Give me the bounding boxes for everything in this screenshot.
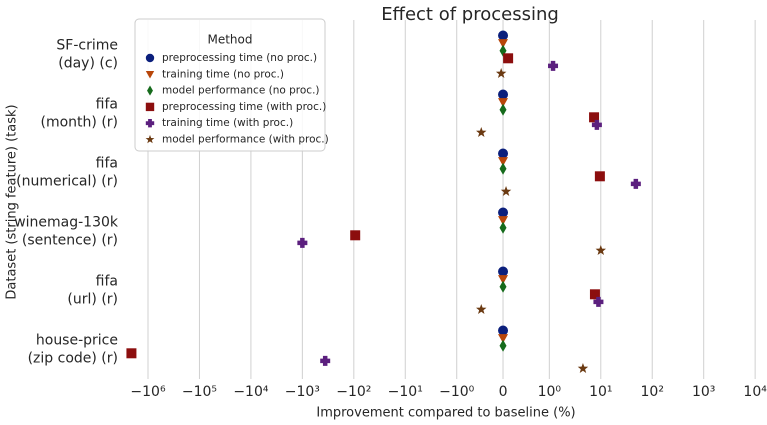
y-tick-label: fifa (96, 97, 118, 113)
point (499, 162, 507, 175)
legend-label: training time (with proc.) (162, 117, 293, 129)
point (503, 53, 514, 64)
x-tick-label: 10¹ (589, 384, 612, 400)
y-tick-label: winemag-130k (14, 215, 119, 231)
point (498, 39, 509, 49)
y-axis-label: Dataset (string feature) (task) (5, 104, 20, 299)
point (499, 221, 507, 234)
point (495, 68, 507, 78)
legend-label: model performance (with proc.) (162, 134, 329, 146)
point (499, 280, 507, 293)
point (498, 266, 509, 277)
point (476, 304, 487, 314)
x-tick-label: 0 (499, 384, 508, 400)
x-tick-label: 10³ (692, 384, 715, 400)
legend-marker (145, 102, 155, 112)
y-tick-label: (month) (r) (41, 115, 119, 131)
point (594, 171, 605, 182)
legend-marker (145, 119, 155, 128)
point (498, 334, 509, 344)
y-tick-label: fifa (96, 274, 118, 290)
point (498, 207, 509, 218)
legend-box (134, 18, 326, 152)
point (500, 186, 512, 196)
point (577, 363, 589, 373)
x-axis-label: Improvement compared to baseline (%) (316, 406, 575, 421)
y-tick-label: house-price (36, 333, 118, 349)
point (498, 89, 509, 100)
legend-marker (147, 85, 153, 96)
point (350, 230, 361, 241)
point (476, 127, 487, 137)
y-tick-label: (url) (r) (67, 292, 118, 308)
point (591, 119, 602, 130)
point (297, 237, 308, 248)
chart-title: Effect of processing (381, 4, 559, 25)
y-tick-label: SF-crime (56, 38, 118, 54)
legend-label: training time (no proc.) (162, 68, 284, 80)
x-tick-label: 10² (641, 384, 664, 400)
legend: Method preprocessing time (no proc.) train… (134, 18, 329, 152)
y-tick-label: (zip code) (r) (28, 351, 118, 367)
legend-label: preprocessing time (with proc.) (162, 101, 326, 113)
point (320, 355, 331, 366)
x-tick-label: −10⁰ (439, 384, 475, 400)
y-tick-label: (sentence) (r) (22, 233, 118, 249)
legend-title: Method (207, 33, 252, 47)
point (595, 245, 607, 255)
x-tick-label: −10⁶ (130, 384, 166, 400)
x-tick-label: −10⁴ (233, 384, 269, 400)
x-tick-label: −10² (336, 384, 371, 400)
point (498, 148, 509, 159)
point (630, 178, 641, 189)
point (498, 216, 509, 226)
legend-marker (145, 53, 155, 63)
point (498, 30, 509, 41)
point (499, 339, 507, 352)
point (498, 275, 509, 285)
y-tick-label: (numerical) (r) (16, 174, 118, 190)
point (593, 296, 604, 307)
x-tick-label: 10⁴ (743, 384, 767, 400)
x-tick-label: −10¹ (388, 384, 423, 400)
legend-label: model performance (no proc.) (162, 85, 320, 97)
point (589, 289, 600, 300)
y-tick-label: fifa (96, 156, 118, 172)
x-tick-label: 10⁰ (538, 384, 562, 400)
point (498, 98, 509, 108)
legend-label: preprocessing time (no proc.) (162, 52, 317, 64)
point (498, 157, 509, 167)
point (499, 103, 507, 116)
point (498, 325, 509, 336)
point (548, 60, 559, 71)
point (589, 112, 600, 123)
x-tick-label: −10³ (285, 384, 320, 400)
legend-marker (145, 70, 155, 79)
legend-marker (145, 134, 155, 144)
x-tick-label: −10⁵ (182, 384, 217, 400)
point (126, 348, 137, 359)
y-tick-label: (day) (c) (58, 56, 118, 72)
